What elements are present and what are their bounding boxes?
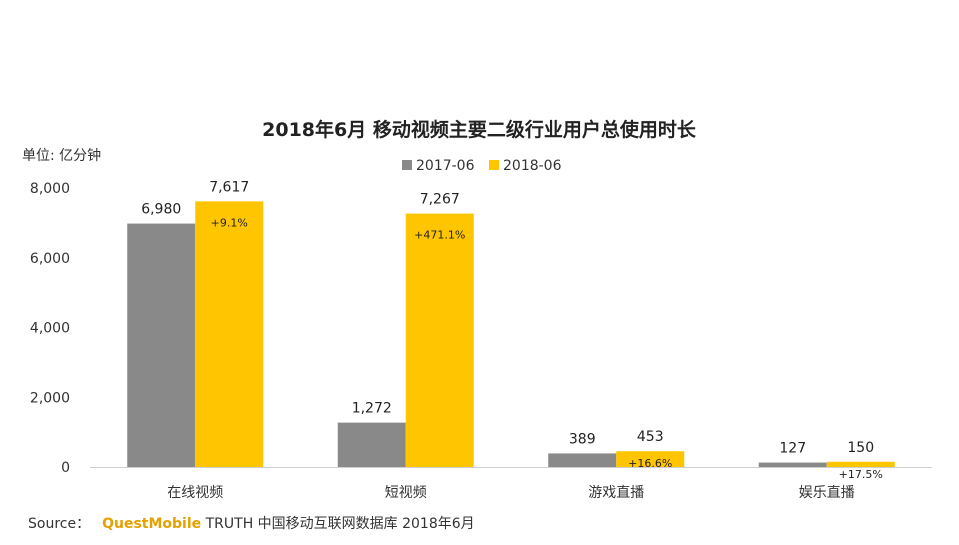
category-label: 短视频 [385, 485, 427, 501]
category-label: 游戏直播 [588, 484, 644, 501]
source-text: TRUTH 中国移动互联网数据库 2018年6月 [205, 516, 475, 532]
value-label: 1,272 [352, 401, 392, 417]
growth-label: +9.1% [211, 216, 248, 229]
bar-2018-06-3 [826, 461, 895, 467]
y-tick-label: 6,000 [30, 251, 70, 267]
value-label: 7,617 [209, 179, 249, 195]
category-labels: 在线视频 短视频 游戏直播 娱乐直播 [167, 484, 855, 501]
source-brand: QuestMobile [102, 516, 202, 532]
category-label: 娱乐直播 [799, 484, 855, 501]
bar-2017-06-0 [127, 223, 196, 467]
growth-label: +17.5% [839, 468, 883, 481]
bar-2018-06-2 [616, 451, 685, 467]
value-label: 127 [779, 441, 806, 457]
bar-2018-06-1 [405, 213, 474, 467]
y-tick-label: 2,000 [30, 390, 70, 406]
y-tick-label: 4,000 [30, 321, 70, 337]
category-label: 在线视频 [167, 485, 223, 501]
value-label: 389 [569, 431, 596, 447]
bar-2017-06-2 [548, 453, 617, 467]
growth-label: +16.6% [628, 457, 672, 470]
legend: 2017-06 2018-06 [402, 158, 562, 174]
unit-label: 单位: 亿分钟 [22, 147, 101, 164]
value-label: 6,980 [141, 202, 181, 218]
bar-2017-06-1 [337, 422, 406, 467]
bar-2018-06-0 [195, 201, 264, 468]
growth-label: +471.1% [414, 229, 465, 242]
legend-label-2017: 2017-06 [416, 158, 475, 174]
value-label: 453 [637, 429, 664, 445]
y-axis: 0 2,000 4,000 6,000 8,000 [30, 181, 70, 476]
bar-2017-06-3 [758, 462, 827, 467]
value-label: 7,267 [420, 192, 460, 208]
bars: 6,980 7,617 +9.1% 1,272 7,267 +471.1% 389 453 +1… [127, 179, 895, 481]
source-note: Source： QuestMobile TRUTH 中国移动互联网数据库 2018… [28, 513, 475, 533]
source-prefix: Source： [28, 516, 91, 532]
legend-swatch-2017 [402, 160, 412, 170]
chart-title: 2018年6月 移动视频主要二级行业用户总使用时长 [262, 118, 697, 141]
value-label: 150 [847, 440, 874, 456]
y-tick-label: 0 [61, 460, 70, 476]
y-tick-label: 8,000 [30, 181, 70, 197]
legend-label-2018: 2018-06 [503, 158, 562, 174]
legend-swatch-2018 [489, 160, 499, 170]
